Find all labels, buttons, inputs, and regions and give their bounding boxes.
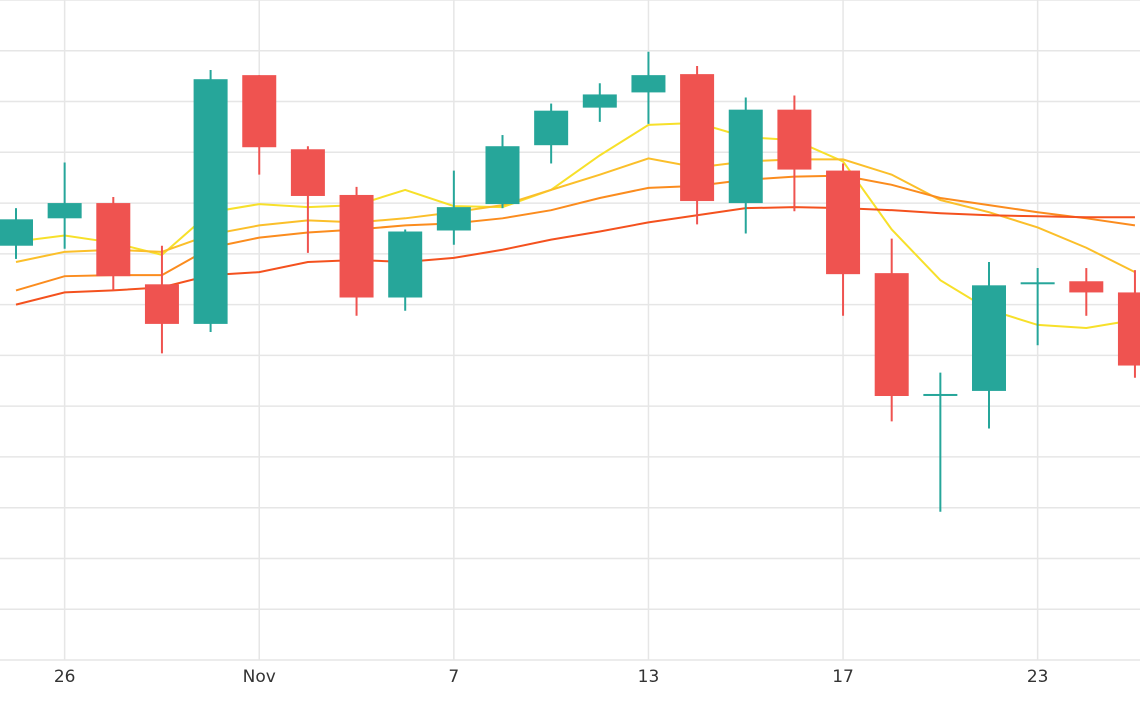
candle-body — [874, 273, 909, 396]
candle-body — [47, 203, 82, 219]
candle-body — [242, 75, 277, 148]
candle-body — [290, 149, 325, 196]
candle-body — [826, 170, 861, 275]
candle-body — [436, 207, 471, 231]
moving-average-line — [15, 206, 1135, 306]
x-tick-label: 17 — [832, 667, 854, 687]
candle-body — [1069, 281, 1104, 293]
x-tick-label: 23 — [1027, 667, 1049, 687]
candle-body — [972, 285, 1006, 391]
candle-body — [534, 110, 569, 146]
candle-body — [1020, 282, 1055, 285]
candle-body — [339, 194, 374, 298]
x-tick-label: 26 — [54, 667, 76, 687]
candle-body — [582, 94, 617, 108]
x-tick-label: 7 — [448, 667, 459, 687]
candle-body — [631, 75, 666, 93]
candle-body — [193, 79, 228, 324]
moving-average-line — [15, 174, 1136, 292]
candle-body — [923, 393, 958, 396]
x-tick-label: Nov — [243, 667, 276, 687]
candle-body — [777, 109, 812, 170]
candle-body — [1117, 292, 1140, 366]
moving-average-line — [15, 121, 1136, 329]
candle-body — [728, 109, 763, 204]
candle-body — [144, 284, 179, 324]
candle-body — [680, 74, 715, 202]
candle-body — [388, 231, 423, 298]
x-tick-label: 13 — [638, 667, 660, 687]
candle-body — [0, 219, 33, 246]
candle-body — [485, 146, 520, 205]
candle-body — [96, 203, 131, 277]
